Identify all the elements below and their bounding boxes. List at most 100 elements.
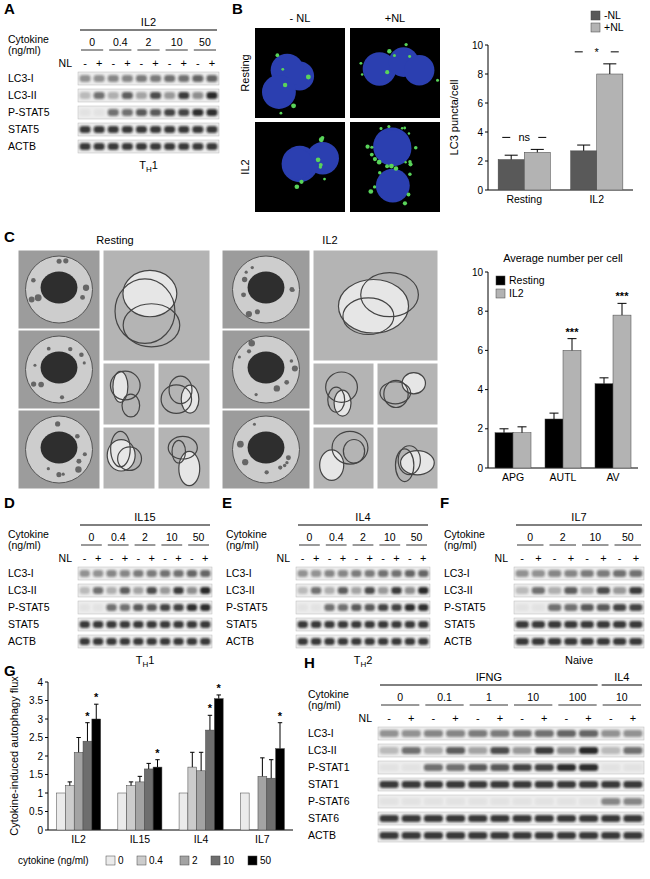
- em-image: [222, 330, 310, 409]
- label: (ng/ml): [226, 539, 259, 551]
- micrograph: [255, 122, 345, 212]
- concentration: 0: [397, 691, 403, 703]
- band: [150, 109, 161, 116]
- band: [513, 815, 532, 822]
- bar: [214, 699, 223, 830]
- band: [160, 587, 170, 594]
- band: [365, 638, 375, 645]
- nl-sign: -: [381, 552, 385, 564]
- band: [391, 570, 401, 577]
- legend-label: 10: [223, 855, 235, 866]
- nl-sign: -: [553, 552, 557, 564]
- micrograph: [255, 28, 345, 118]
- puncta: [436, 79, 439, 82]
- band: [564, 621, 577, 628]
- footer: TH2: [354, 654, 373, 669]
- puncta: [408, 55, 411, 58]
- nl-sign: -: [111, 57, 115, 69]
- em-image: [377, 363, 438, 425]
- band: [206, 92, 217, 99]
- band: [311, 638, 321, 645]
- blot-strip: [78, 89, 219, 102]
- blot-strip: [378, 744, 644, 757]
- band: [446, 832, 465, 839]
- y-tick-label: 2.5: [29, 732, 43, 743]
- error-bar: [94, 704, 98, 719]
- y-tick-label: 1: [37, 788, 43, 799]
- em-speckle: [80, 295, 85, 300]
- band: [200, 638, 210, 645]
- em-image: [18, 250, 100, 329]
- band: [535, 747, 554, 754]
- band: [351, 621, 361, 628]
- blot-strip: [78, 72, 219, 85]
- puncta: [323, 178, 326, 181]
- row-label: LC3-II: [308, 744, 337, 756]
- error-bar: [618, 303, 627, 315]
- em-speckle: [60, 395, 64, 399]
- em-speckle: [57, 259, 62, 264]
- em-image: [313, 250, 438, 361]
- row-label: LC3-I: [8, 72, 34, 84]
- band: [187, 638, 197, 645]
- em-cell: [26, 256, 93, 323]
- band: [351, 587, 361, 594]
- puncta: [281, 68, 284, 71]
- band: [93, 621, 103, 628]
- significance: *: [94, 691, 99, 703]
- nucleus: [404, 55, 434, 85]
- panel-label: C: [4, 228, 15, 245]
- band: [629, 638, 642, 645]
- legend-swatch: [137, 856, 146, 865]
- band: [623, 764, 642, 771]
- band: [187, 604, 197, 611]
- band: [513, 832, 532, 839]
- em-speckle: [245, 271, 248, 274]
- band: [557, 781, 576, 788]
- em-speckle: [83, 361, 86, 364]
- puncta: [306, 75, 311, 80]
- em-speckle: [253, 423, 256, 426]
- band: [597, 638, 610, 645]
- y-tick-label: 0.5: [29, 806, 43, 817]
- band: [468, 815, 487, 822]
- em-vesicle: [384, 380, 408, 407]
- conc-line: [381, 705, 419, 706]
- band: [402, 815, 421, 822]
- band: [597, 621, 610, 628]
- blot-strip: [78, 106, 219, 119]
- error-bar: [155, 760, 159, 767]
- band: [324, 570, 334, 577]
- band: [424, 747, 443, 754]
- band: [380, 764, 399, 771]
- micrograph: [350, 122, 440, 212]
- band: [365, 621, 375, 628]
- band: [535, 798, 554, 805]
- band: [80, 126, 91, 133]
- conc-line: [406, 545, 427, 546]
- band: [94, 92, 105, 99]
- band: [424, 730, 443, 737]
- em-nucleus: [248, 271, 285, 303]
- band: [147, 570, 157, 577]
- bar: [613, 315, 631, 468]
- band: [338, 570, 348, 577]
- em-vesicle: [172, 440, 185, 463]
- nucleus: [375, 130, 411, 166]
- nl-sign: -: [110, 552, 114, 564]
- em-cell: [26, 336, 93, 403]
- band: [402, 747, 421, 754]
- band: [581, 621, 594, 628]
- bar: [118, 793, 127, 830]
- band: [405, 638, 415, 645]
- nl-sign: -: [354, 552, 358, 564]
- nl-sign: -: [163, 552, 167, 564]
- band: [380, 815, 399, 822]
- conc-line: [81, 545, 102, 546]
- annotation-dash: [502, 137, 510, 138]
- error-bar: [68, 782, 72, 786]
- em-image: [377, 427, 438, 489]
- x-tick-label: IL4: [194, 833, 209, 845]
- em-cell: [233, 256, 300, 323]
- band: [106, 587, 116, 594]
